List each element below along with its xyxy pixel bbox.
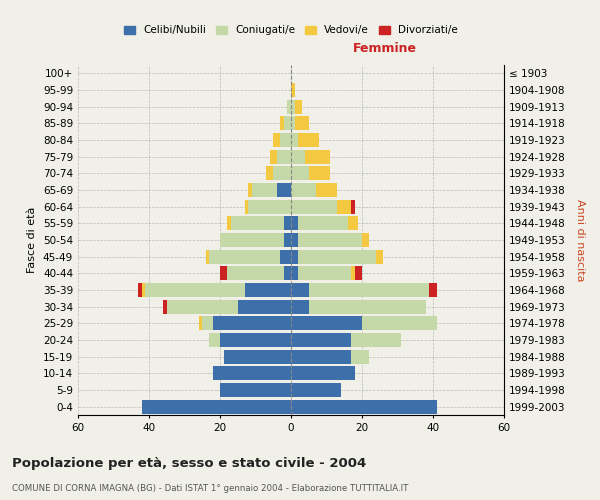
Bar — [142, 283, 145, 297]
Bar — [142, 400, 291, 413]
Bar — [291, 400, 437, 413]
Bar — [145, 283, 245, 297]
Bar — [352, 200, 355, 214]
Legend: Celibi/Nubili, Coniugati/e, Vedovi/e, Divorziati/e: Celibi/Nubili, Coniugati/e, Vedovi/e, Di… — [120, 21, 462, 40]
Bar — [309, 166, 330, 180]
Bar — [248, 183, 252, 197]
Bar — [167, 300, 238, 314]
Bar — [298, 216, 348, 230]
Bar — [284, 116, 291, 130]
Bar — [305, 150, 330, 164]
Bar — [209, 250, 280, 264]
Bar — [376, 250, 383, 264]
Bar — [295, 100, 302, 114]
Bar — [163, 300, 167, 314]
Bar — [202, 316, 213, 330]
Bar — [248, 200, 291, 214]
Bar — [291, 133, 298, 147]
Bar — [245, 283, 291, 297]
Bar — [430, 283, 437, 297]
Bar — [309, 300, 426, 314]
Bar — [245, 200, 248, 214]
Y-axis label: Anni di nascita: Anni di nascita — [575, 198, 585, 281]
Y-axis label: Fasce di età: Fasce di età — [28, 207, 37, 273]
Bar — [337, 200, 352, 214]
Bar — [220, 383, 291, 397]
Bar — [291, 183, 316, 197]
Bar — [291, 383, 341, 397]
Bar — [362, 316, 437, 330]
Bar — [139, 283, 142, 297]
Bar — [291, 150, 305, 164]
Bar — [287, 100, 291, 114]
Bar — [295, 116, 309, 130]
Bar — [298, 266, 352, 280]
Bar — [352, 266, 355, 280]
Bar — [291, 283, 309, 297]
Bar — [352, 333, 401, 347]
Bar — [309, 283, 430, 297]
Bar — [352, 350, 369, 364]
Bar — [206, 250, 209, 264]
Bar — [291, 316, 362, 330]
Text: Femmine: Femmine — [353, 42, 417, 54]
Bar — [291, 333, 352, 347]
Bar — [280, 116, 284, 130]
Bar — [316, 183, 337, 197]
Bar — [284, 216, 291, 230]
Bar — [291, 216, 298, 230]
Bar — [266, 166, 273, 180]
Text: Popolazione per età, sesso e stato civile - 2004: Popolazione per età, sesso e stato civil… — [12, 458, 366, 470]
Bar — [273, 166, 291, 180]
Bar — [209, 333, 220, 347]
Bar — [291, 350, 352, 364]
Bar — [284, 266, 291, 280]
Bar — [277, 183, 291, 197]
Bar — [298, 233, 362, 247]
Bar — [213, 366, 291, 380]
Bar — [291, 366, 355, 380]
Bar — [220, 266, 227, 280]
Bar — [291, 300, 309, 314]
Bar — [291, 266, 298, 280]
Text: COMUNE DI CORNA IMAGNA (BG) - Dati ISTAT 1° gennaio 2004 - Elaborazione TUTTITAL: COMUNE DI CORNA IMAGNA (BG) - Dati ISTAT… — [12, 484, 409, 493]
Bar — [220, 233, 284, 247]
Bar — [199, 316, 202, 330]
Bar — [291, 250, 298, 264]
Bar — [291, 83, 295, 97]
Bar — [220, 333, 291, 347]
Bar — [298, 250, 376, 264]
Bar — [252, 183, 277, 197]
Bar — [298, 133, 319, 147]
Bar — [291, 200, 337, 214]
Bar — [277, 150, 291, 164]
Bar — [224, 350, 291, 364]
Bar — [348, 216, 358, 230]
Bar — [230, 216, 284, 230]
Bar — [291, 166, 309, 180]
Bar — [213, 316, 291, 330]
Bar — [238, 300, 291, 314]
Bar — [280, 133, 291, 147]
Bar — [227, 216, 230, 230]
Bar — [291, 100, 295, 114]
Bar — [355, 266, 362, 280]
Bar — [227, 266, 284, 280]
Bar — [284, 233, 291, 247]
Bar — [273, 133, 280, 147]
Bar — [291, 233, 298, 247]
Bar — [270, 150, 277, 164]
Bar — [280, 250, 291, 264]
Bar — [362, 233, 369, 247]
Bar — [291, 116, 295, 130]
